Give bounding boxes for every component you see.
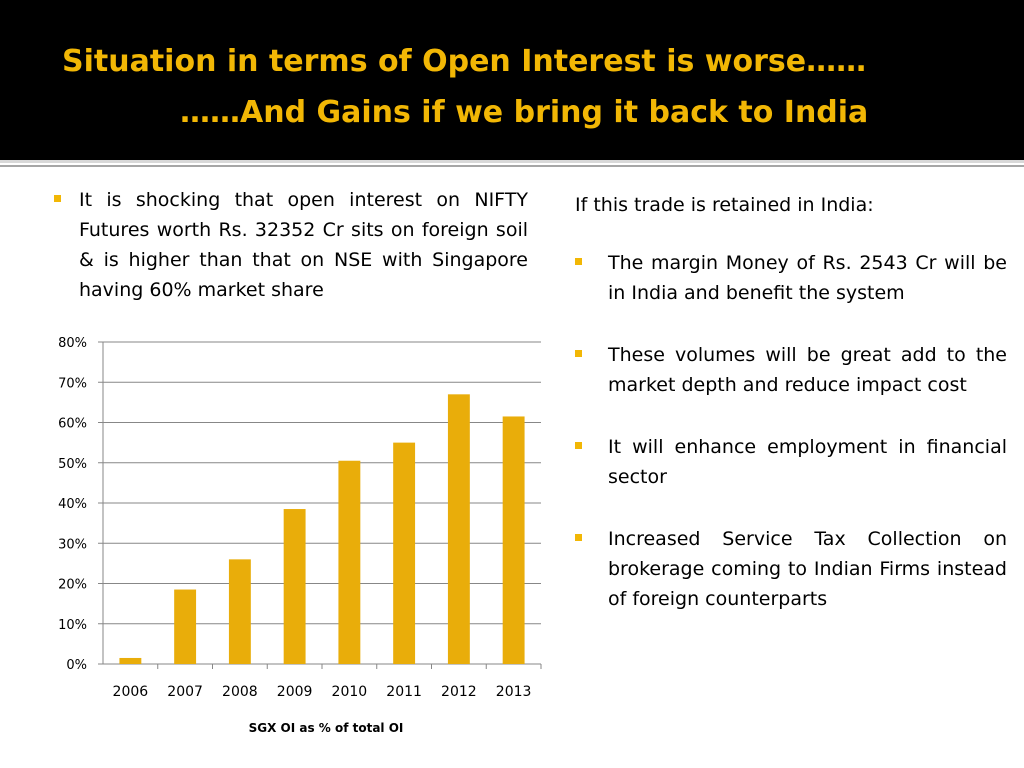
square-bullet-icon [575, 442, 582, 449]
y-tick-label: 30% [58, 537, 87, 552]
slide-title-line-1: Situation in terms of Open Interest is w… [62, 44, 867, 79]
square-bullet-icon [54, 195, 61, 202]
left-bullet-text: It is shocking that open interest on NIF… [79, 189, 528, 301]
y-tick-label: 80% [58, 336, 87, 351]
x-tick-label: 2009 [277, 684, 313, 700]
bar [228, 559, 251, 664]
x-axis-title: SGX OI as % of total OI [249, 721, 404, 735]
y-tick-label: 20% [58, 578, 87, 593]
divider-top [0, 160, 1024, 163]
x-tick-label: 2013 [496, 684, 532, 700]
slide-title-line-2: ……And Gains if we bring it back to India [180, 95, 869, 130]
x-tick-label: 2012 [441, 684, 477, 700]
bar [119, 657, 142, 664]
square-bullet-icon [575, 534, 582, 541]
square-bullet-icon [575, 258, 582, 265]
y-tick-label: 60% [58, 417, 87, 432]
bar [174, 589, 197, 664]
divider-bottom [0, 165, 1024, 167]
x-tick-label: 2007 [167, 684, 203, 700]
right-bullet-text: Increased Service Tax Collection on brok… [608, 528, 1007, 610]
right-bullet-text: It will enhance employment in financial … [608, 436, 1007, 488]
bar [502, 416, 525, 664]
x-tick-label: 2006 [113, 684, 149, 700]
sgx-oi-bar-chart: 0% 10% 20% 30% 40% 50% 60% 70% 80% 2006 2007 2008 20… [58, 336, 542, 735]
right-bullet-item: These volumes will be great add to the m… [575, 340, 1007, 400]
right-bullet-item: Increased Service Tax Collection on brok… [575, 524, 1007, 614]
right-bullet-text: These volumes will be great add to the m… [608, 344, 1007, 396]
bar [393, 442, 416, 664]
y-tick-label: 50% [58, 457, 87, 472]
bar [283, 509, 306, 664]
y-tick-label: 70% [58, 376, 87, 391]
right-intro: If this trade is retained in India: [575, 194, 874, 216]
x-tick-label: 2008 [222, 684, 258, 700]
square-bullet-icon [575, 350, 582, 357]
right-column: If this trade is retained in India: The … [575, 190, 1007, 646]
bar [338, 460, 361, 664]
y-tick-label: 0% [66, 658, 87, 673]
x-tick-label: 2010 [332, 684, 368, 700]
x-tick-label: 2011 [386, 684, 422, 700]
y-tick-label: 10% [58, 618, 87, 633]
right-bullet-item: It will enhance employment in financial … [575, 432, 1007, 492]
right-bullet-text: The margin Money of Rs. 2543 Cr will be … [608, 252, 1007, 304]
left-bullet-item: It is shocking that open interest on NIF… [54, 185, 528, 305]
title-bar: Situation in terms of Open Interest is w… [0, 0, 1024, 160]
left-bullet-block: It is shocking that open interest on NIF… [54, 185, 528, 305]
right-bullet-item: The margin Money of Rs. 2543 Cr will be … [575, 248, 1007, 308]
bar [447, 394, 470, 664]
y-tick-label: 40% [58, 497, 87, 512]
